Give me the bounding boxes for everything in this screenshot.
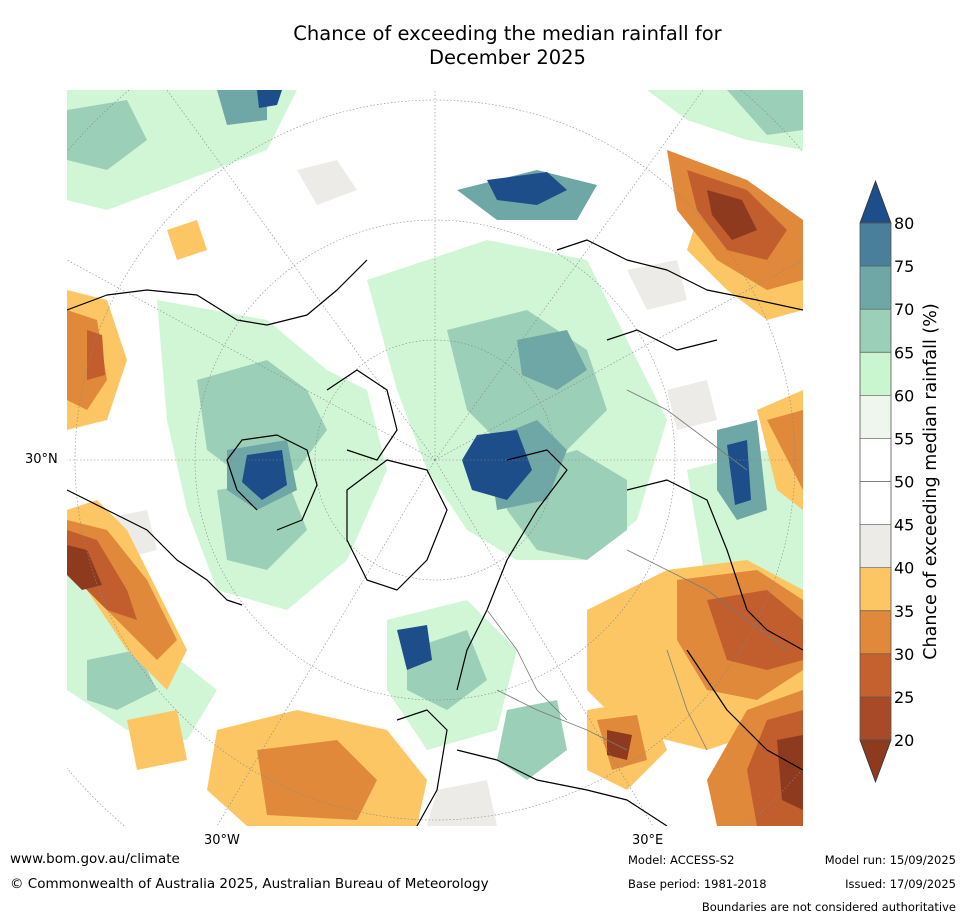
base-period-text: Base period: 1981-2018 — [628, 877, 767, 891]
title-line-1: Chance of exceeding the median rainfall … — [293, 22, 722, 45]
colorbar-tick-label-65: 65 — [894, 343, 914, 362]
colorbar-tick-label-75: 75 — [894, 257, 914, 276]
website-link[interactable]: www.bom.gov.au/climate — [10, 851, 180, 867]
colorbar-bin-40-45 — [860, 524, 891, 568]
country-boundaries — [486, 389, 788, 751]
colorbar-bin-45-50 — [860, 481, 891, 525]
lon-label-30w: 30°W — [204, 833, 240, 848]
colorbar-bin-65-70 — [860, 309, 891, 353]
colorbar-bin-60-65 — [860, 352, 891, 396]
colorbar-label: Chance of exceeding median rainfall (%) — [921, 303, 941, 659]
colorbar-bin-30-35 — [860, 610, 891, 654]
coastlines — [67, 239, 803, 826]
disclaimer-text: Boundaries are not considered authoritat… — [701, 900, 956, 914]
colorbar-extend-under — [859, 739, 892, 784]
colorbar-tick-label-35: 35 — [894, 602, 914, 621]
colorbar-bin-35-40 — [860, 567, 891, 611]
wet-dark-regions — [242, 90, 751, 670]
title-line-2: December 2025 — [429, 46, 586, 69]
map-title: Chance of exceeding the median rainfall … — [0, 22, 965, 70]
copyright-text: © Commonwealth of Australia 2025, Austra… — [10, 876, 489, 892]
colorbar-tick-label-55: 55 — [894, 429, 914, 448]
colorbar-tick-label-60: 60 — [894, 386, 914, 405]
colorbar-bin-50-55 — [860, 438, 891, 482]
colorbar-tick-label-50: 50 — [894, 473, 914, 492]
colorbar-tick-label-25: 25 — [894, 688, 914, 707]
lat-label-30n: 30°N — [25, 452, 58, 467]
colorbar-bin-20-25 — [860, 696, 891, 740]
colorbar-bin-55-60 — [860, 395, 891, 439]
colorbar-tick-label-20: 20 — [894, 731, 914, 750]
colorbar-tick-label-45: 45 — [894, 516, 914, 535]
colorbar-tick-label-80: 80 — [894, 214, 914, 233]
dry-dark-regions — [67, 190, 803, 810]
model-text: Model: ACCESS-S2 — [628, 853, 735, 867]
issued-text: Issued: 17/09/2025 — [845, 877, 956, 891]
colorbar-bin-70-75 — [860, 266, 891, 310]
model-run-text: Model run: 15/09/2025 — [824, 853, 956, 867]
colorbar-extend-over — [859, 179, 892, 224]
colorbar-bin-75-80 — [860, 223, 891, 267]
colorbar-tick-label-40: 40 — [894, 559, 914, 578]
lon-label-30e: 30°E — [632, 833, 664, 848]
rainfall-map[interactable] — [67, 90, 803, 826]
colorbar-bin-25-30 — [860, 653, 891, 697]
graticule — [67, 90, 803, 826]
colorbar-tick-label-70: 70 — [894, 300, 914, 319]
colorbar: 20 25 30 35 40 45 50 55 60 65 70 75 80 Chance of exce… — [859, 179, 941, 784]
colorbar-tick-label-30: 30 — [894, 645, 914, 664]
